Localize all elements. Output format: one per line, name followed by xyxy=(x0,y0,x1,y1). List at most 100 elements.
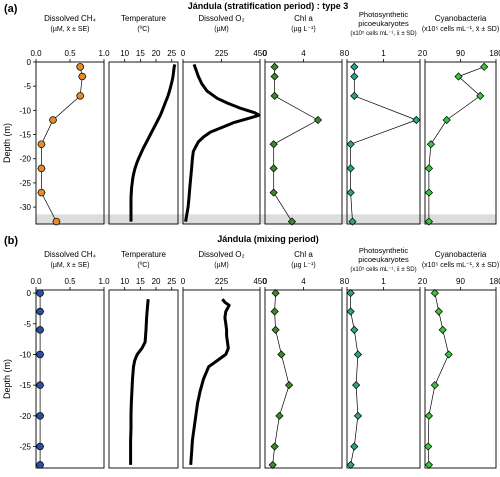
ch4-data-point xyxy=(76,63,84,71)
ch4-x-tick-label: 0.0 xyxy=(30,277,42,286)
cyano-data-point xyxy=(424,164,434,173)
pico-x-tick-label: 2 xyxy=(418,277,423,286)
temp-title: Temperature xyxy=(121,250,166,259)
cyano-data-point xyxy=(424,188,434,197)
y-axis-label: Depth (m) xyxy=(2,123,12,163)
cyano-title: Cyanobacteria xyxy=(435,250,487,259)
cyano-x-tick-label: 90 xyxy=(456,49,465,58)
chl-data-point xyxy=(269,164,278,173)
chl-data-point xyxy=(270,442,279,451)
cyano-x-tick-label: 0 xyxy=(423,49,428,58)
y-tick-label: -10 xyxy=(19,350,31,359)
ch4-data-point xyxy=(37,140,46,148)
y-tick-label: -15 xyxy=(19,131,31,140)
ch4-data-point xyxy=(36,289,44,297)
ch4-data-point xyxy=(76,92,84,100)
panel-a-label: (a) xyxy=(4,3,18,15)
y-tick-label: 0 xyxy=(27,289,32,298)
chl-units: (µg L⁻¹) xyxy=(291,262,315,269)
o2-profile-line xyxy=(189,298,231,466)
o2-profile-line xyxy=(184,63,261,222)
o2-title: Dissolved O₂ xyxy=(198,250,244,259)
pico-profile-line xyxy=(350,293,359,465)
o2-x-tick-label: 0 xyxy=(181,277,186,286)
ch4-data-point xyxy=(78,72,86,81)
chl-x-tick-label: 4 xyxy=(301,277,306,286)
chl-data-point xyxy=(271,288,280,298)
ch4-x-tick-label: 1.0 xyxy=(98,277,110,286)
cyano-units: (x10⁵ cells mL⁻¹, x̄ ± SD) xyxy=(422,262,499,269)
cyano-x-tick-label: 0 xyxy=(423,277,428,286)
ch4-data-point xyxy=(36,326,44,334)
y-tick-label: -20 xyxy=(19,412,31,421)
shaded-sediment-band xyxy=(36,214,496,224)
ch4-x-tick-label: 0.0 xyxy=(30,49,42,58)
cyano-data-point xyxy=(480,62,489,71)
ch4-data-point xyxy=(37,188,46,197)
cyano-data-point xyxy=(434,307,443,316)
pico-data-point xyxy=(352,381,361,390)
temp-units: (ºC) xyxy=(137,26,149,33)
o2-units: (µM) xyxy=(214,26,229,33)
pico-units: (x10⁵ cells mL⁻¹, x̄ ± SD) xyxy=(350,266,416,273)
temp-x-tick-label: 20 xyxy=(152,277,161,286)
chl-x-tick-label: 4 xyxy=(301,49,306,58)
temp-frame xyxy=(108,289,179,469)
ch4-x-tick-label: 0.5 xyxy=(64,49,76,58)
chl-x-tick-label: 8 xyxy=(340,49,345,58)
temp-units: (ºC) xyxy=(137,262,149,269)
chl-frame xyxy=(264,289,343,469)
ch4-data-point xyxy=(36,381,44,389)
pico-title-line2: picoeukaryotes xyxy=(358,19,409,28)
cyano-frame xyxy=(424,289,497,469)
ch4-data-point xyxy=(36,442,44,451)
temp-x-tick-label: 10 xyxy=(120,49,129,58)
pico-data-point xyxy=(346,288,355,298)
ch4-profile-line xyxy=(41,66,83,222)
temp-x-tick-label: 25 xyxy=(167,49,176,58)
ch4-frame xyxy=(35,289,105,469)
pico-frame xyxy=(346,61,421,225)
pico-data-point xyxy=(346,188,355,197)
cyano-title: Cyanobacteria xyxy=(435,14,487,23)
cyano-data-point xyxy=(424,411,434,420)
temp-frame xyxy=(108,61,179,225)
pico-x-tick-label: 1 xyxy=(381,49,386,58)
chl-data-point xyxy=(287,217,297,226)
cyano-x-tick-label: 90 xyxy=(456,277,465,286)
cyano-profile-line xyxy=(427,293,450,465)
chl-title: Chl a xyxy=(294,250,313,259)
pico-units: (x10⁵ cells mL⁻¹, x̄ ± SD) xyxy=(350,30,416,37)
panel-b-label: (b) xyxy=(4,235,18,247)
pico-data-point xyxy=(350,72,359,81)
pico-x-tick-label: 0 xyxy=(345,277,350,286)
temp-profile-line xyxy=(129,63,177,222)
pico-data-point xyxy=(348,217,357,226)
y-tick-label: -30 xyxy=(19,203,31,212)
pico-profile-line xyxy=(350,66,417,222)
o2-x-tick-label: 0 xyxy=(181,49,186,58)
o2-x-tick-label: 450 xyxy=(253,277,267,286)
pico-data-point xyxy=(346,460,355,470)
chl-profile-line xyxy=(273,66,319,222)
pico-data-point xyxy=(353,350,363,359)
y-tick-label: -20 xyxy=(19,155,31,164)
pico-x-tick-label: 2 xyxy=(418,49,423,58)
temp-profile-line xyxy=(129,299,150,465)
cyano-units: (x10⁵ cells mL⁻¹, x̄ ± SD) xyxy=(422,26,499,33)
pico-title: Photosynthetic xyxy=(359,10,408,19)
cyano-x-tick-label: 180 xyxy=(489,277,500,286)
cyano-data-point xyxy=(444,350,453,359)
pico-x-tick-label: 0 xyxy=(345,49,350,58)
y-tick-label: -25 xyxy=(19,443,31,452)
ch4-title: Dissolved CH₄ xyxy=(44,14,96,23)
ch4-x-tick-label: 1.0 xyxy=(98,49,110,58)
cyano-data-point xyxy=(476,91,485,100)
cyano-data-point xyxy=(438,325,447,334)
ch4-x-tick-label: 0.5 xyxy=(64,277,76,286)
y-tick-label: 0 xyxy=(27,58,32,67)
pico-data-point xyxy=(412,115,421,125)
chl-profile-line xyxy=(272,293,290,465)
